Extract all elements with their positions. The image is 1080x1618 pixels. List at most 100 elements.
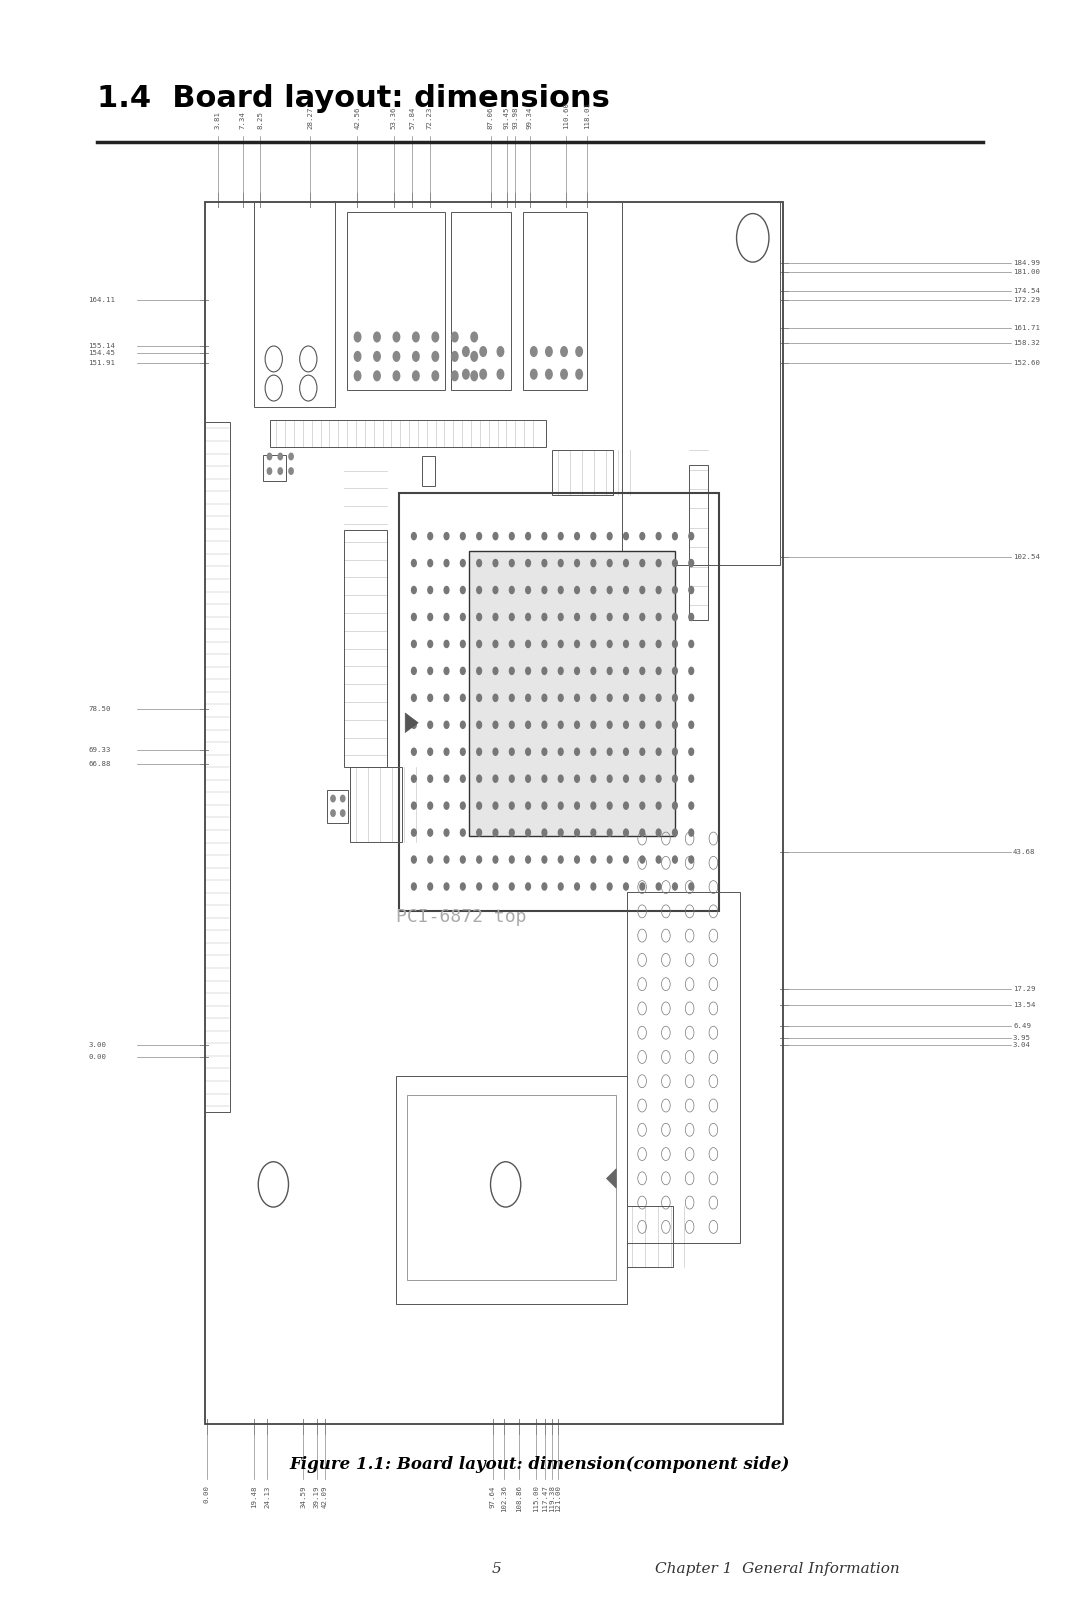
Circle shape bbox=[607, 694, 612, 701]
Circle shape bbox=[623, 641, 629, 647]
Circle shape bbox=[289, 453, 294, 460]
Circle shape bbox=[330, 796, 335, 803]
Circle shape bbox=[689, 694, 693, 701]
Circle shape bbox=[657, 722, 661, 728]
Circle shape bbox=[494, 748, 498, 756]
Text: 78.50: 78.50 bbox=[89, 705, 111, 712]
Circle shape bbox=[689, 560, 693, 566]
Circle shape bbox=[623, 775, 629, 781]
Circle shape bbox=[542, 722, 546, 728]
Circle shape bbox=[542, 613, 546, 621]
Circle shape bbox=[460, 722, 465, 728]
Circle shape bbox=[623, 694, 629, 701]
Circle shape bbox=[673, 828, 677, 837]
Circle shape bbox=[510, 775, 514, 781]
Circle shape bbox=[575, 532, 579, 540]
Circle shape bbox=[657, 828, 661, 837]
Circle shape bbox=[558, 532, 563, 540]
Circle shape bbox=[451, 371, 458, 380]
Bar bbox=[470, 552, 675, 835]
Circle shape bbox=[591, 694, 596, 701]
Circle shape bbox=[428, 694, 433, 701]
Circle shape bbox=[657, 694, 661, 701]
Circle shape bbox=[480, 346, 486, 356]
Bar bbox=[350, 767, 402, 843]
Circle shape bbox=[476, 532, 482, 540]
Circle shape bbox=[278, 453, 283, 460]
Circle shape bbox=[591, 748, 596, 756]
Circle shape bbox=[476, 803, 482, 809]
Circle shape bbox=[476, 883, 482, 890]
Circle shape bbox=[591, 667, 596, 675]
Circle shape bbox=[623, 560, 629, 566]
Circle shape bbox=[428, 828, 433, 837]
Text: 39.19: 39.19 bbox=[313, 1485, 320, 1508]
Text: 42.56: 42.56 bbox=[354, 107, 360, 129]
Circle shape bbox=[575, 667, 579, 675]
Circle shape bbox=[460, 560, 465, 566]
Circle shape bbox=[575, 641, 579, 647]
Circle shape bbox=[494, 532, 498, 540]
Circle shape bbox=[444, 775, 449, 781]
Circle shape bbox=[657, 856, 661, 862]
Circle shape bbox=[542, 694, 546, 701]
Circle shape bbox=[411, 532, 416, 540]
Circle shape bbox=[542, 828, 546, 837]
Circle shape bbox=[444, 694, 449, 701]
Circle shape bbox=[689, 613, 693, 621]
Text: 43.68: 43.68 bbox=[1013, 849, 1036, 856]
Circle shape bbox=[591, 856, 596, 862]
Circle shape bbox=[413, 371, 419, 380]
Text: 181.00: 181.00 bbox=[1013, 269, 1040, 275]
Circle shape bbox=[575, 803, 579, 809]
Circle shape bbox=[340, 796, 345, 803]
Circle shape bbox=[444, 613, 449, 621]
Circle shape bbox=[657, 667, 661, 675]
Text: 5: 5 bbox=[491, 1561, 502, 1576]
Circle shape bbox=[476, 560, 482, 566]
Circle shape bbox=[411, 828, 416, 837]
Circle shape bbox=[673, 856, 677, 862]
Text: 0.00: 0.00 bbox=[89, 1055, 107, 1060]
Circle shape bbox=[591, 641, 596, 647]
Circle shape bbox=[432, 371, 438, 380]
Circle shape bbox=[591, 560, 596, 566]
Circle shape bbox=[575, 883, 579, 890]
Circle shape bbox=[526, 613, 530, 621]
Circle shape bbox=[640, 722, 645, 728]
Circle shape bbox=[607, 586, 612, 594]
Circle shape bbox=[413, 351, 419, 361]
Circle shape bbox=[460, 694, 465, 701]
Circle shape bbox=[411, 641, 416, 647]
Circle shape bbox=[657, 613, 661, 621]
Circle shape bbox=[510, 856, 514, 862]
Bar bbox=[343, 529, 388, 767]
Circle shape bbox=[510, 641, 514, 647]
Circle shape bbox=[526, 883, 530, 890]
Circle shape bbox=[278, 468, 283, 474]
Circle shape bbox=[526, 560, 530, 566]
Circle shape bbox=[558, 856, 563, 862]
Text: 155.14: 155.14 bbox=[89, 343, 116, 349]
Circle shape bbox=[591, 586, 596, 594]
Circle shape bbox=[476, 641, 482, 647]
Circle shape bbox=[558, 775, 563, 781]
Circle shape bbox=[689, 775, 693, 781]
Circle shape bbox=[411, 560, 416, 566]
Circle shape bbox=[480, 369, 486, 379]
Circle shape bbox=[444, 828, 449, 837]
Circle shape bbox=[428, 613, 433, 621]
Circle shape bbox=[607, 641, 612, 647]
Circle shape bbox=[510, 667, 514, 675]
Circle shape bbox=[623, 586, 629, 594]
Circle shape bbox=[673, 883, 677, 890]
Circle shape bbox=[558, 641, 563, 647]
Text: 158.32: 158.32 bbox=[1013, 340, 1040, 346]
Circle shape bbox=[607, 613, 612, 621]
Circle shape bbox=[526, 586, 530, 594]
Circle shape bbox=[607, 560, 612, 566]
Circle shape bbox=[640, 667, 645, 675]
Text: 91.45: 91.45 bbox=[503, 107, 510, 129]
Circle shape bbox=[444, 586, 449, 594]
Circle shape bbox=[444, 667, 449, 675]
